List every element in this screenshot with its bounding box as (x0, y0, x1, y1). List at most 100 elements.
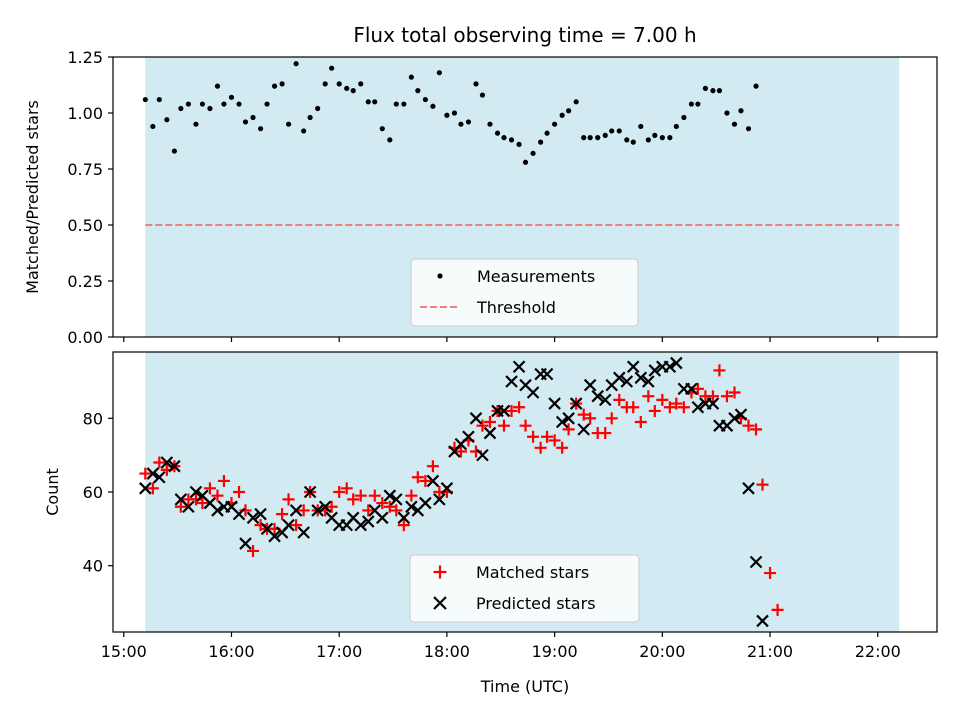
measurement-point (544, 130, 550, 136)
legend-threshold-label: Threshold (476, 298, 556, 317)
predicted-star-point (297, 526, 310, 539)
matched-star-point (663, 401, 676, 414)
measurement-point (702, 85, 709, 91)
predicted-star-point (512, 360, 526, 374)
measurement-point (673, 123, 679, 130)
top-axes-frame (112, 56, 938, 338)
x-tick-label: 16:00 (208, 642, 254, 661)
matched-star-point (211, 489, 224, 502)
measurement-point (436, 70, 442, 76)
matched-star-point (756, 478, 769, 491)
predicted-star-point (634, 371, 648, 385)
bot-ytick-label: 40 (83, 557, 103, 576)
matched-star-point (397, 519, 410, 532)
measurement-point (638, 123, 644, 130)
matched-star-point (771, 603, 784, 616)
predicted-star-point (419, 496, 432, 510)
matched-star-point (541, 430, 554, 443)
measurement-point (142, 96, 148, 103)
top-ytick-label: 0.25 (67, 272, 103, 291)
measurement-point (595, 135, 601, 141)
matched-star-point (713, 364, 726, 377)
measurement-point (451, 110, 458, 116)
bottom-axes-frame (112, 351, 938, 633)
measurement-point (250, 114, 256, 121)
predicted-star-point (303, 485, 317, 499)
measurement-point (257, 126, 264, 132)
top-ytick-label: 1.25 (67, 48, 103, 67)
predicted-star-point (390, 493, 403, 506)
predicted-star-point (685, 382, 698, 396)
matched-star-point (383, 500, 396, 513)
measurement-point (372, 99, 378, 105)
predicted-star-point (153, 470, 166, 484)
predicted-star-point (526, 386, 540, 399)
predicted-star-point (577, 423, 590, 436)
matched-star-point (505, 404, 518, 417)
measurement-point (329, 65, 335, 71)
top-ytick-label: 1.00 (67, 104, 103, 123)
measurement-point (566, 108, 572, 114)
measurement-point (307, 114, 313, 121)
measurement-point (559, 112, 565, 118)
predicted-star-point (620, 375, 634, 388)
matched-star-point (627, 401, 640, 414)
measurement-point (716, 88, 723, 94)
matched-star-point (290, 519, 303, 532)
top-y-axis-label: Matched/Predicted stars (23, 100, 42, 294)
matched-star-point (196, 497, 209, 510)
matched-star-point (670, 397, 683, 410)
x-tick-label: 19:00 (532, 642, 578, 661)
measurement-point (538, 139, 544, 145)
predicted-star-point (289, 504, 303, 517)
measurement-point (401, 101, 407, 107)
measurement-point (487, 121, 493, 127)
measurement-point (458, 121, 464, 127)
predicted-star-point (440, 482, 454, 495)
matched-star-point (605, 412, 618, 425)
legend-matched-marker (433, 565, 447, 579)
measurement-point (336, 81, 342, 87)
bot-ytick-label: 60 (83, 483, 103, 502)
measurement-point (688, 101, 695, 107)
bottom-y-ticks: 40 60 80 (83, 409, 113, 576)
measurement-point (630, 139, 636, 145)
matched-star-point (297, 504, 310, 517)
bottom-panel: 40 60 80 15:00 16:00 17:00 18:00 19:00 20:00 21:… (43, 351, 938, 696)
measurement-point (695, 101, 701, 107)
matched-star-point (742, 419, 755, 432)
matched-star-point (656, 393, 669, 406)
measurement-point (214, 83, 221, 89)
predicted-star-point (168, 459, 181, 473)
predicted-star-point (362, 515, 375, 528)
top-ytick-label: 0.75 (67, 160, 103, 179)
measurement-point (207, 105, 213, 112)
measurement-point (285, 121, 292, 127)
matched-star-point (728, 386, 741, 399)
predicted-star-point (742, 482, 755, 495)
matched-star-point (276, 508, 289, 521)
top-ytick-label: 0.50 (67, 216, 103, 235)
measurement-point (164, 117, 170, 123)
bot-ytick-label: 80 (83, 409, 103, 428)
matched-star-point (153, 456, 166, 469)
predicted-star-point (756, 614, 769, 628)
predicted-star-point (282, 518, 295, 532)
predicted-star-point (189, 485, 203, 499)
predicted-star-point (311, 504, 324, 517)
matched-star-point (426, 460, 439, 473)
x-axis-label: Time (UTC) (480, 677, 569, 696)
measurement-point (408, 74, 414, 80)
matched-star-point (368, 489, 381, 502)
measurement-point (624, 137, 630, 143)
predicted-star-point (182, 500, 195, 514)
measurement-point (242, 119, 249, 125)
matched-star-point (642, 390, 655, 403)
measurement-point (753, 83, 759, 89)
measurement-point (271, 83, 278, 89)
measurement-point (465, 119, 472, 125)
matched-star-point (634, 416, 647, 428)
predicted-star-point (648, 364, 662, 377)
x-tick-label: 22:00 (855, 642, 901, 661)
